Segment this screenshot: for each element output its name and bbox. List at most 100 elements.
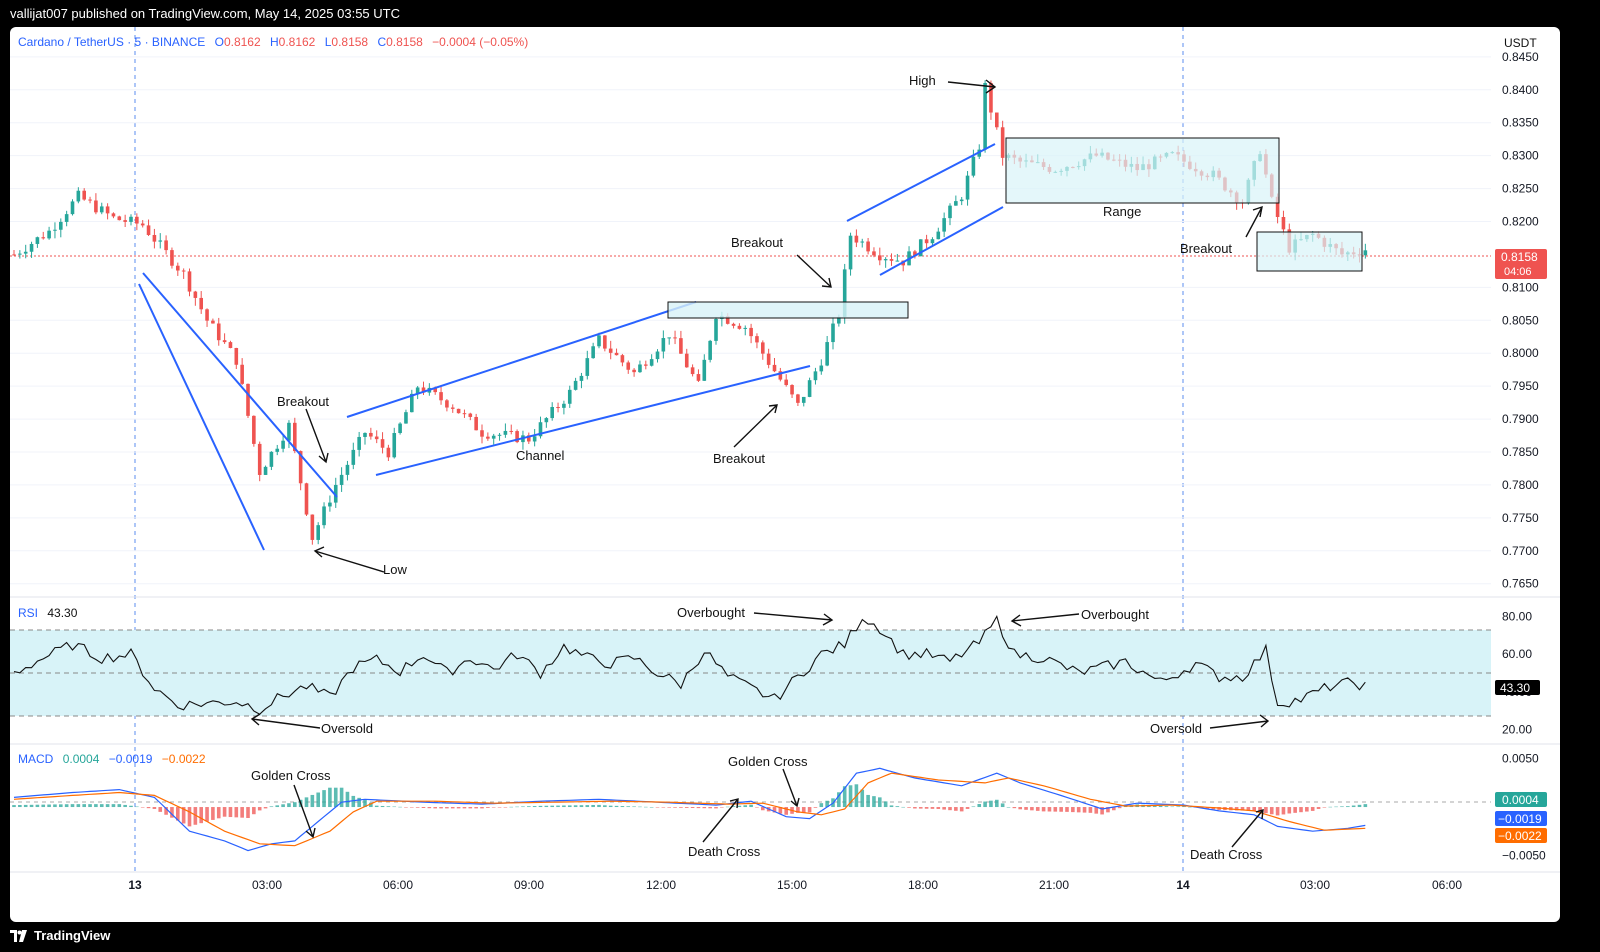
macd-histogram-bar <box>626 806 631 808</box>
candle-body <box>924 239 929 244</box>
candle-body <box>538 422 543 437</box>
candle-body <box>211 320 215 324</box>
candle-body <box>509 430 514 432</box>
candle-body <box>644 364 648 366</box>
candle-body <box>170 250 174 266</box>
macd-histogram-bar <box>673 807 677 808</box>
candle-body <box>766 353 771 365</box>
candle-body <box>386 447 391 458</box>
macd-histogram-bar <box>907 807 911 808</box>
macd-histogram-bar <box>47 804 51 808</box>
candle-body <box>690 367 695 375</box>
macd-histogram-bar <box>240 807 244 818</box>
candle-body <box>82 190 86 200</box>
macd-histogram-bar <box>41 804 46 808</box>
macd-histogram-bar <box>930 807 935 809</box>
chart-panel[interactable]: High Range Breakout Breakout Breakout Br… <box>10 27 1560 922</box>
candle-body <box>679 338 683 354</box>
macd-signal-line <box>13 772 1366 847</box>
rsi-value: 43.30 <box>47 606 77 620</box>
candle-body <box>18 253 22 255</box>
macd-histogram-bar <box>1269 807 1274 815</box>
rsi-layer <box>13 614 1366 715</box>
candle-body <box>351 449 356 465</box>
macd-histogram-bar <box>860 789 865 808</box>
macd-histogram-bar <box>1065 807 1069 812</box>
macd-histogram-bar <box>1006 807 1011 808</box>
candle-body <box>860 241 865 243</box>
candle-body <box>287 422 291 441</box>
time-axis: 13 03:00 06:00 09:00 12:00 15:00 18:00 21:00 14 0… <box>128 878 1462 892</box>
label-golden-cross-2: Golden Cross <box>728 754 808 769</box>
macd-histogram-bar <box>228 807 233 818</box>
candle-body <box>638 364 642 373</box>
price-tick: 0.7750 <box>1502 511 1539 525</box>
candle-body <box>743 327 748 329</box>
candle-body <box>205 309 209 321</box>
candle-body <box>889 259 894 261</box>
macd-histogram-bar <box>1000 803 1005 808</box>
candle-body <box>837 316 841 324</box>
macd-histogram-bar <box>1363 804 1368 808</box>
ohlc-close: 0.8158 <box>386 35 423 49</box>
macd-histogram-bar <box>53 804 57 808</box>
candle-body <box>404 412 408 424</box>
macd-histogram-bar <box>948 807 952 811</box>
candle-body <box>129 216 133 222</box>
macd-histogram-bar <box>1076 807 1081 813</box>
rsi-tick: 20.00 <box>1502 723 1532 737</box>
macd-histogram-bar <box>895 806 900 808</box>
macd-histogram-bar <box>679 807 683 808</box>
candle-body <box>667 337 671 339</box>
macd-histogram-bar <box>170 807 174 818</box>
arrow-breakout-top <box>796 254 832 288</box>
candle-body <box>293 422 297 452</box>
candle-body <box>854 235 859 243</box>
rsi-line <box>13 614 1366 715</box>
candle-body <box>410 393 414 413</box>
macd-histogram-bar <box>94 804 98 808</box>
macd-histogram-bar <box>211 807 215 820</box>
macd-histogram-bar <box>1094 807 1099 814</box>
candle-body <box>216 323 221 341</box>
macd-histogram-bar <box>404 807 408 808</box>
price-tick: 0.8100 <box>1502 280 1539 294</box>
time-tick: 03:00 <box>1300 878 1330 892</box>
macd-histogram-bar <box>597 804 601 808</box>
macd-histogram-bar <box>398 806 402 808</box>
macd-histogram-bar <box>965 807 970 809</box>
candle-body <box>655 351 660 360</box>
macd-histogram-bar <box>1281 807 1286 815</box>
label-oversold-2: Oversold <box>1150 721 1202 736</box>
ohlc-change: −0.0004 (−0.05%) <box>432 35 528 49</box>
resistance-zone <box>667 301 909 319</box>
symbol-legend: Cardano / TetherUS · 5 · BINANCE O0.8162… <box>18 35 528 49</box>
candle-body <box>415 387 420 394</box>
macd-histogram-bar <box>187 807 192 827</box>
macd-histogram-bar <box>515 806 519 808</box>
candle-body <box>918 239 923 257</box>
candle-body <box>603 335 607 349</box>
macd-histogram-bar <box>1316 807 1321 809</box>
candle-body <box>164 240 168 251</box>
candle-body <box>573 380 578 390</box>
macd-histogram-bar <box>661 807 666 808</box>
macd-histogram-bar <box>140 807 145 808</box>
macd-histogram-bar <box>1305 807 1309 812</box>
price-tick: 0.8050 <box>1502 313 1539 327</box>
macd-histogram-bar <box>509 806 514 808</box>
candle-body <box>240 364 244 384</box>
macd-signal-badge-text: −0.0022 <box>1498 829 1542 843</box>
macd-histogram-bar <box>527 806 531 808</box>
macd-signal-badge <box>1495 828 1547 843</box>
macd-histogram-bar <box>99 804 104 808</box>
macd-histogram-bar <box>374 805 379 808</box>
macd-histogram-bar <box>684 807 689 808</box>
tradingview-logo-icon <box>10 929 27 942</box>
macd-histogram-bar <box>480 807 484 809</box>
trading-chart[interactable]: High Range Breakout Breakout Breakout Br… <box>10 27 1560 922</box>
label-overbought-1: Overbought <box>677 605 745 620</box>
label-low: Low <box>383 562 407 577</box>
arrow-high <box>947 79 997 94</box>
ohlc-open: 0.8162 <box>224 35 261 49</box>
